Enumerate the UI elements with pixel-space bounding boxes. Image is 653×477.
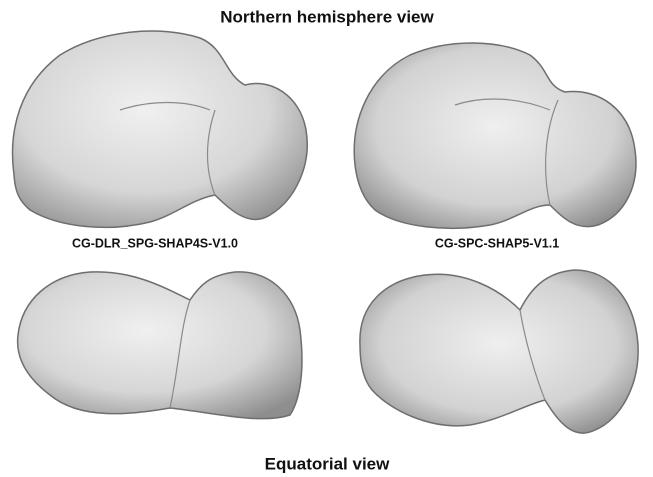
figure: Northern hemisphere view CG-DLR_SPG-SHAP…	[0, 0, 653, 477]
comet-shape	[354, 43, 636, 228]
title: Northern hemisphere view	[220, 7, 434, 26]
model-label: CG-DLR_SPG-SHAP4S-V1.0	[72, 236, 238, 250]
comet-shape	[18, 272, 302, 419]
comet-shape	[13, 31, 308, 227]
comet-shape	[360, 270, 638, 433]
model-label: CG-SPC-SHAP5-V1.1	[435, 236, 559, 250]
bottom-title: Equatorial view	[265, 454, 390, 473]
